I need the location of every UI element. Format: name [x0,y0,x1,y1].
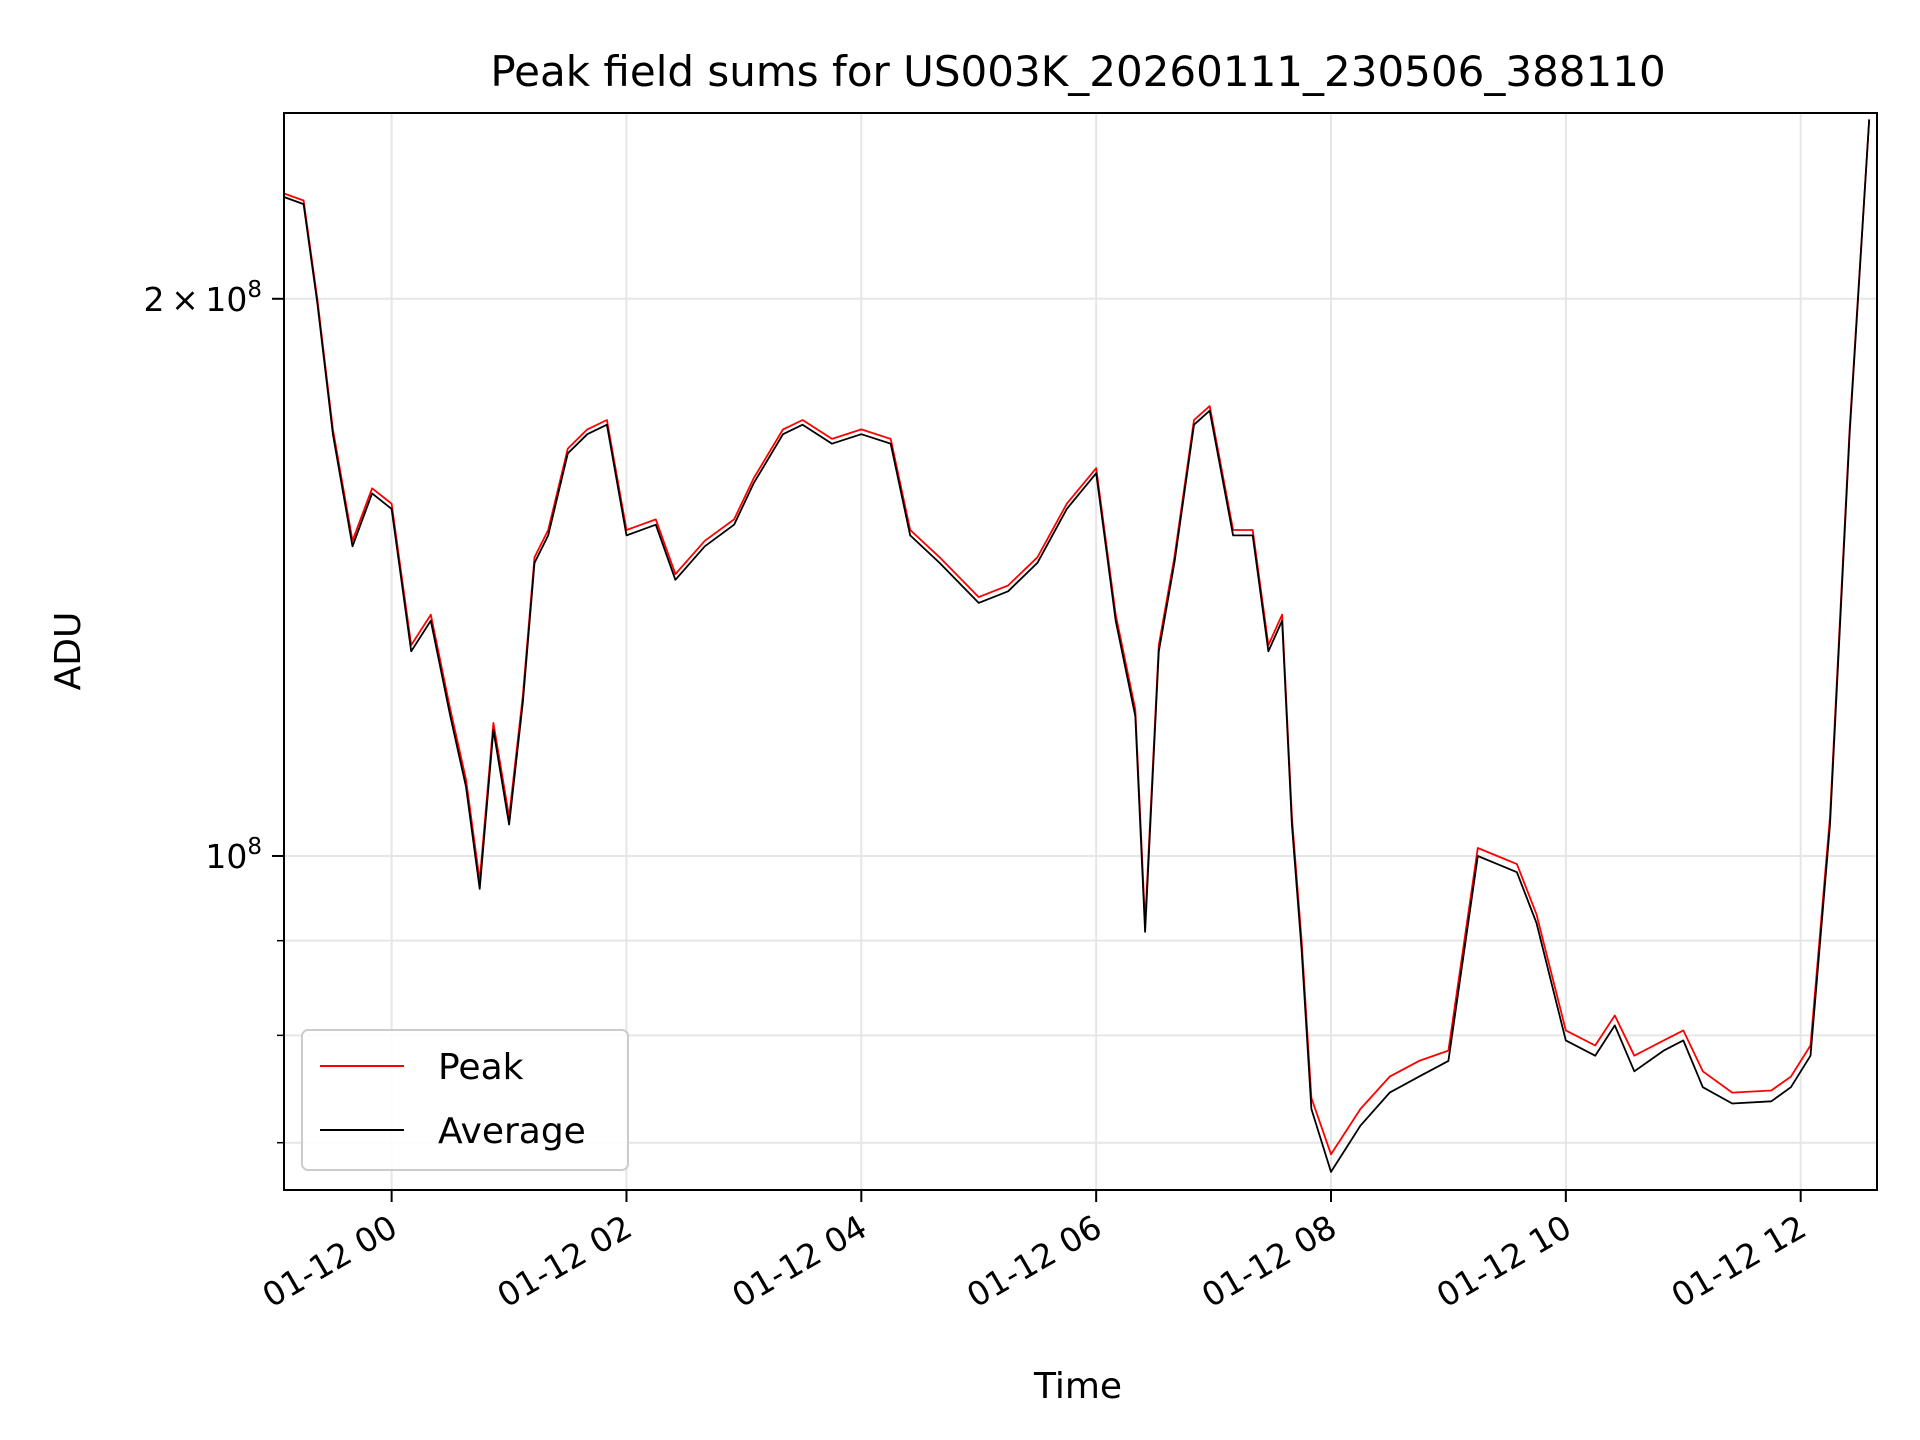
plot-series [284,119,1871,1173]
series-line-peak [284,119,1871,1156]
y-tick-label: 108 [205,834,262,876]
legend-label-peak: Peak [438,1047,524,1088]
legend: Peak Average [301,1029,629,1171]
legend-label-average: Average [438,1111,586,1152]
grid-lines [284,113,1877,1190]
series-line-average [284,119,1871,1173]
y-tick-label: 2 × 108 [144,277,262,319]
plot-frame [283,112,1878,1191]
x-axis-label: Time [1033,1366,1122,1407]
y-axis-label: ADU [48,612,89,691]
chart-title: Peak field sums for US003K_20260111_2305… [490,47,1665,96]
